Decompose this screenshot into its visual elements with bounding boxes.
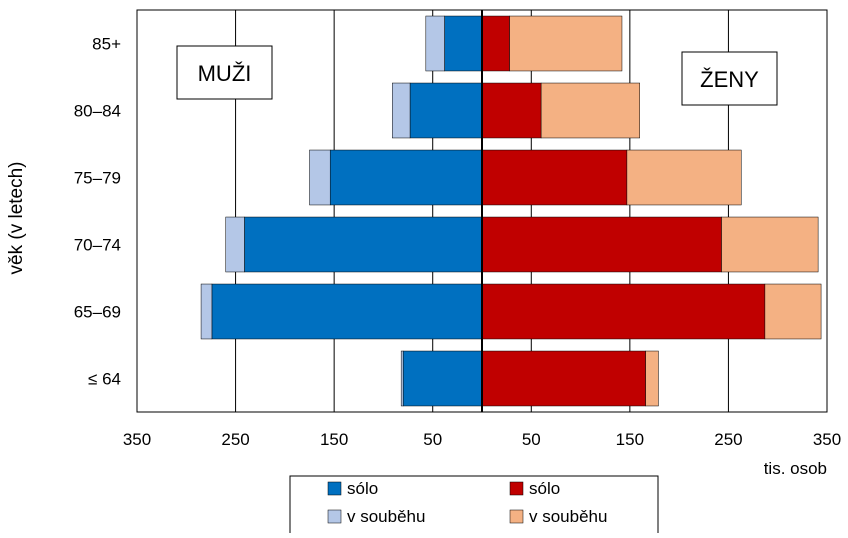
y-tick-label-1: 65–69 [74,303,121,322]
bar-zeny-v-soubehu-2 [721,216,819,273]
legend: sólo sólo v souběhu v souběhu [289,475,659,537]
x-tick-label-7: 350 [813,430,841,449]
bar-zeny-solo-3 [481,149,628,206]
bar-muzi-v-soubehu-4 [392,82,411,139]
bar-muzi-v-soubehu-3 [309,149,331,206]
bar-zeny-solo-1 [481,283,766,340]
bar-muzi-v-soubehu-2 [225,216,245,273]
legend-swatch-3 [509,509,524,524]
x-tick-label-4: 50 [522,430,541,449]
panel-label-right-text: ŽENY [700,67,759,92]
panel-label-right: ŽENY [681,51,778,106]
bar-zeny-solo-2 [481,216,722,273]
x-tick-label-0: 350 [123,430,151,449]
bar-muzi-v-soubehu-1 [200,283,213,340]
x-tick-label-2: 150 [320,430,348,449]
bar-zeny-solo-0 [481,350,646,407]
y-axis-label: věk (v letech) [6,162,27,275]
panel-label-left: MUŽI [176,45,273,100]
bar-muzi-solo-2 [244,216,483,273]
y-tick-labels: ≤ 64 65–69 70–74 75–79 80–84 85+ [74,35,121,389]
bar-muzi-solo-1 [211,283,483,340]
x-tick-label-1: 250 [221,430,249,449]
legend-label-1: sólo [529,479,560,498]
bar-zeny-solo-4 [481,82,542,139]
legend-frame [289,475,659,537]
bar-muzi-solo-3 [329,149,483,206]
y-tick-label-2: 70–74 [74,236,121,255]
legend-swatch-0 [327,481,342,496]
legend-label-3: v souběhu [529,507,607,526]
bar-zeny-solo-5 [481,15,510,72]
y-tick-label-5: 85+ [92,35,121,54]
bar-zeny-v-soubehu-4 [540,82,640,139]
x-tick-label-6: 250 [714,430,742,449]
x-axis-label: tis. osob [764,459,827,478]
bar-muzi-v-soubehu-0 [400,350,404,407]
bar-muzi-solo-5 [444,15,483,72]
x-tick-label-3: 50 [423,430,442,449]
bar-zeny-v-soubehu-3 [626,149,742,206]
legend-label-2: v souběhu [347,507,425,526]
legend-swatch-1 [509,481,524,496]
panel-label-left-text: MUŽI [198,61,252,86]
legend-label-0: sólo [347,479,378,498]
bar-zeny-v-soubehu-5 [509,15,623,72]
bar-zeny-v-soubehu-1 [764,283,822,340]
y-tick-label-4: 80–84 [74,102,121,121]
legend-swatch-2 [327,509,342,524]
x-tick-labels: 350 250 150 50 50 150 250 350 [123,430,841,449]
x-tick-label-5: 150 [616,430,644,449]
bar-muzi-solo-4 [409,82,483,139]
bar-zeny-v-soubehu-0 [645,350,659,407]
y-tick-label-3: 75–79 [74,169,121,188]
bars [200,15,822,407]
bar-muzi-solo-0 [402,350,483,407]
y-tick-label-0: ≤ 64 [88,370,121,389]
bar-muzi-v-soubehu-5 [425,15,445,72]
